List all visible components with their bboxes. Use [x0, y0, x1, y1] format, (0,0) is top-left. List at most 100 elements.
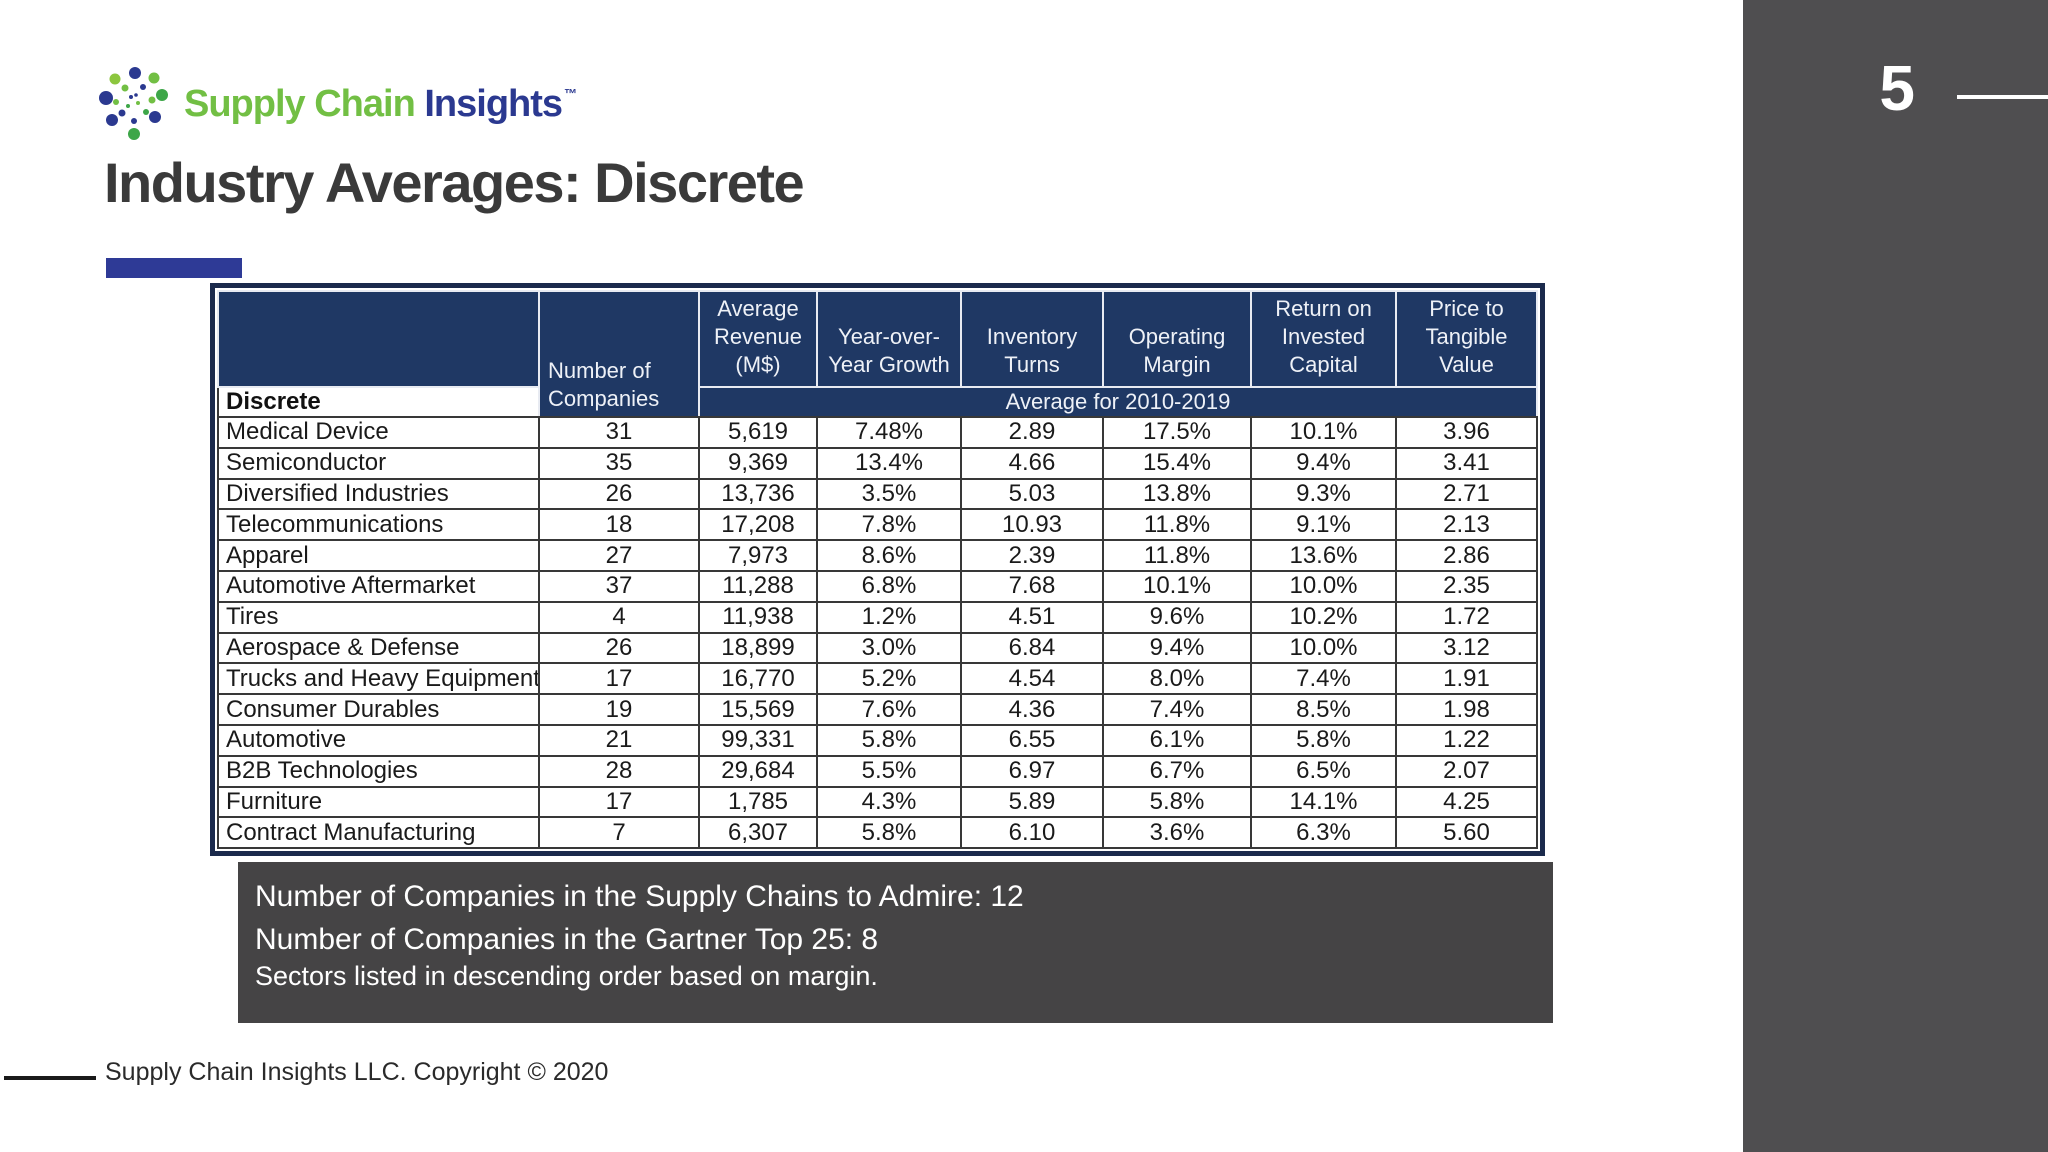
cell-price-tangible: 2.13 — [1395, 508, 1538, 542]
cell-price-tangible: 1.98 — [1395, 693, 1538, 726]
cell-companies: 17 — [538, 785, 700, 819]
cell-sector: Diversified Industries — [217, 477, 540, 511]
cell-inventory-turns: 2.89 — [960, 416, 1104, 449]
cell-price-tangible: 1.72 — [1395, 600, 1538, 634]
table-row: Semiconductor 35 9,369 13.4% 4.66 15.4% … — [217, 446, 1538, 480]
row-group-label-discrete: Discrete — [217, 386, 540, 418]
cell-avg-revenue: 5,619 — [698, 416, 818, 449]
cell-operating-margin: 13.8% — [1102, 477, 1252, 511]
note-gartner-count: Number of Companies in the Gartner Top 2… — [255, 923, 879, 956]
cell-operating-margin: 6.7% — [1102, 754, 1252, 788]
cell-avg-revenue: 11,938 — [698, 600, 818, 634]
col-header-inventory-turns: Inventory Turns — [960, 290, 1104, 388]
table-row: Telecommunications 18 17,208 7.8% 10.93 … — [217, 508, 1538, 542]
cell-companies: 35 — [538, 446, 700, 480]
cell-sector: Tires — [217, 600, 540, 634]
col-header-yoy-growth: Year-over- Year Growth — [816, 290, 962, 388]
cell-inventory-turns: 2.39 — [960, 539, 1104, 572]
cell-operating-margin: 15.4% — [1102, 446, 1252, 480]
cell-inventory-turns: 5.89 — [960, 785, 1104, 819]
cell-operating-margin: 5.8% — [1102, 785, 1252, 819]
cell-operating-margin: 9.4% — [1102, 631, 1252, 665]
cell-avg-revenue: 11,288 — [698, 569, 818, 603]
cell-sector: Furniture — [217, 785, 540, 819]
cell-inventory-turns: 5.03 — [960, 477, 1104, 511]
cell-companies: 31 — [538, 416, 700, 449]
page-title: Industry Averages: Discrete — [104, 151, 805, 214]
cell-inventory-turns: 4.36 — [960, 693, 1104, 726]
cell-companies: 37 — [538, 569, 700, 603]
cell-yoy-growth: 6.8% — [816, 569, 962, 603]
cell-yoy-growth: 5.8% — [816, 816, 962, 850]
cell-companies: 21 — [538, 723, 700, 757]
col-header-number-of-companies: Number of Companies — [538, 290, 700, 418]
cell-roic: 10.0% — [1250, 569, 1397, 603]
cell-price-tangible: 3.96 — [1395, 416, 1538, 449]
cell-inventory-turns: 6.97 — [960, 754, 1104, 788]
notes-box: Number of Companies in the Supply Chains… — [238, 862, 1553, 1023]
cell-sector: Semiconductor — [217, 446, 540, 480]
table-row: B2B Technologies 28 29,684 5.5% 6.97 6.7… — [217, 754, 1538, 788]
cell-yoy-growth: 5.2% — [816, 662, 962, 696]
cell-yoy-growth: 3.5% — [816, 477, 962, 511]
table-row: Automotive Aftermarket 37 11,288 6.8% 7.… — [217, 569, 1538, 603]
table-row: Furniture 17 1,785 4.3% 5.89 5.8% 14.1% … — [217, 785, 1538, 819]
cell-sector: Automotive — [217, 723, 540, 757]
cell-avg-revenue: 7,973 — [698, 539, 818, 572]
table-row: Contract Manufacturing 7 6,307 5.8% 6.10… — [217, 816, 1538, 850]
cell-price-tangible: 2.86 — [1395, 539, 1538, 572]
cell-operating-margin: 17.5% — [1102, 416, 1252, 449]
cell-yoy-growth: 3.0% — [816, 631, 962, 665]
cell-price-tangible: 5.60 — [1395, 816, 1538, 850]
cell-avg-revenue: 9,369 — [698, 446, 818, 480]
cell-avg-revenue: 17,208 — [698, 508, 818, 542]
cell-companies: 4 — [538, 600, 700, 634]
cell-price-tangible: 3.12 — [1395, 631, 1538, 665]
cell-price-tangible: 1.91 — [1395, 662, 1538, 696]
page-number-rule — [1957, 95, 2048, 99]
cell-sector: Medical Device — [217, 416, 540, 449]
table-header: Number of Companies Average Revenue (M$)… — [217, 290, 1538, 418]
cell-roic: 13.6% — [1250, 539, 1397, 572]
cell-roic: 7.4% — [1250, 662, 1397, 696]
cell-operating-margin: 3.6% — [1102, 816, 1252, 850]
cell-inventory-turns: 6.55 — [960, 723, 1104, 757]
cell-sector: Contract Manufacturing — [217, 816, 540, 850]
table-row: Apparel 27 7,973 8.6% 2.39 11.8% 13.6% 2… — [217, 539, 1538, 572]
table-row: Tires 4 11,938 1.2% 4.51 9.6% 10.2% 1.72 — [217, 600, 1538, 634]
table-row: Consumer Durables 19 15,569 7.6% 4.36 7.… — [217, 693, 1538, 726]
cell-sector: Apparel — [217, 539, 540, 572]
cell-operating-margin: 11.8% — [1102, 508, 1252, 542]
cell-roic: 6.5% — [1250, 754, 1397, 788]
cell-roic: 9.4% — [1250, 446, 1397, 480]
logo-dots-icon — [99, 67, 168, 140]
table-row: Aerospace & Defense 26 18,899 3.0% 6.84 … — [217, 631, 1538, 665]
cell-price-tangible: 4.25 — [1395, 785, 1538, 819]
logo: Supply Chain Insights ™ — [98, 64, 577, 144]
cell-yoy-growth: 7.6% — [816, 693, 962, 726]
cell-sector: Consumer Durables — [217, 693, 540, 726]
cell-yoy-growth: 5.8% — [816, 723, 962, 757]
logo-text-supply-chain: Supply Chain — [184, 82, 425, 125]
cell-yoy-growth: 8.6% — [816, 539, 962, 572]
cell-yoy-growth: 7.8% — [816, 508, 962, 542]
cell-price-tangible: 2.07 — [1395, 754, 1538, 788]
cell-avg-revenue: 29,684 — [698, 754, 818, 788]
cell-avg-revenue: 16,770 — [698, 662, 818, 696]
industry-table-frame: Number of Companies Average Revenue (M$)… — [210, 283, 1545, 857]
cell-yoy-growth: 5.5% — [816, 754, 962, 788]
cell-companies: 26 — [538, 477, 700, 511]
cell-operating-margin: 9.6% — [1102, 600, 1252, 634]
copyright-text: Supply Chain Insights LLC. Copyright © 2… — [105, 1058, 609, 1086]
industry-averages-table: Number of Companies Average Revenue (M$)… — [217, 290, 1538, 850]
cell-avg-revenue: 99,331 — [698, 723, 818, 757]
right-sidebar: 5 — [1743, 0, 2048, 1152]
cell-companies: 7 — [538, 816, 700, 850]
logo-text-insights: Insights — [424, 82, 563, 125]
cell-companies: 17 — [538, 662, 700, 696]
cell-roic: 9.3% — [1250, 477, 1397, 511]
cell-sector: Trucks and Heavy Equipment — [217, 662, 540, 696]
cell-roic: 8.5% — [1250, 693, 1397, 726]
cell-companies: 28 — [538, 754, 700, 788]
